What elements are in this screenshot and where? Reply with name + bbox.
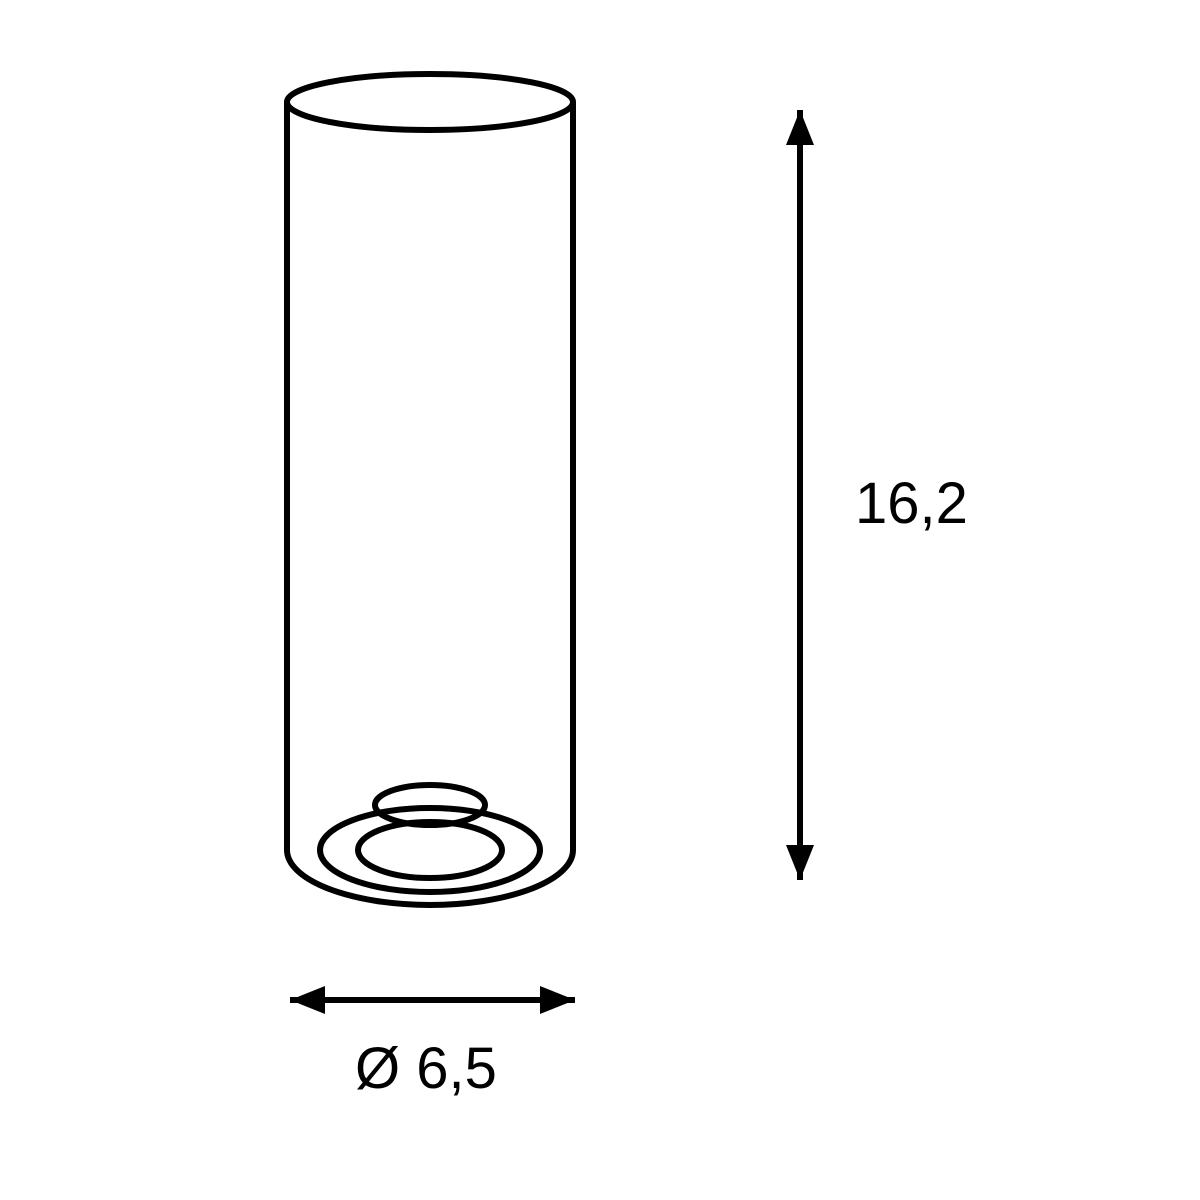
technical-drawing-svg (0, 0, 1200, 1200)
diameter-dimension-label: Ø 6,5 (355, 1035, 497, 1102)
drawing-canvas: 16,2 Ø 6,5 (0, 0, 1200, 1200)
height-dimension-label: 16,2 (855, 470, 968, 537)
